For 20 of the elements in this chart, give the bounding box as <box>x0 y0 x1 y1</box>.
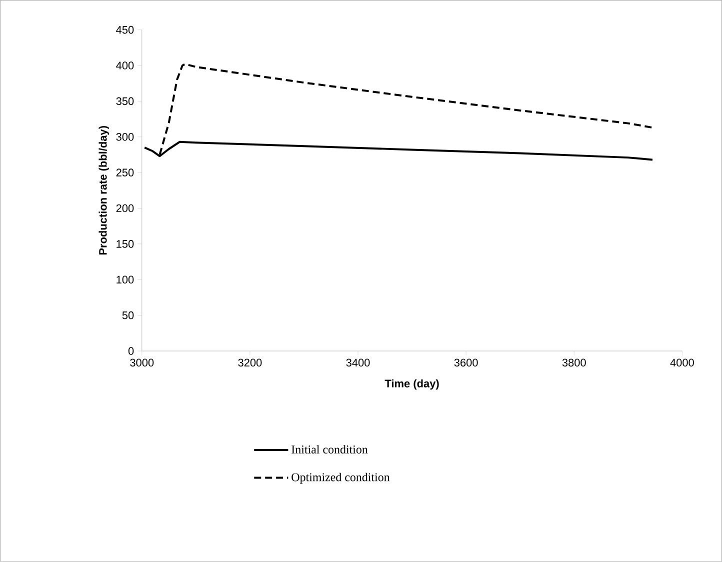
y-tick-label: 300 <box>116 133 134 141</box>
x-tick-label: 3600 <box>454 358 478 367</box>
x-tick-label: 3800 <box>562 358 586 367</box>
y-tick-label: 100 <box>116 276 134 284</box>
y-axis-title: Production rate (bbl/day) <box>98 126 109 255</box>
legend-label: Optimized condition <box>292 472 390 484</box>
x-tick-label: 3200 <box>238 358 262 367</box>
y-tick-label: 50 <box>122 311 134 320</box>
y-tick-label: 0 <box>128 347 134 355</box>
y-tick-label: 450 <box>116 26 134 34</box>
x-axis-title: Time (day) <box>384 379 439 390</box>
x-tick-label: 3000 <box>130 358 154 367</box>
x-tick-label: 3400 <box>346 358 370 367</box>
legend-label: Initial condition <box>292 445 368 454</box>
y-tick-label: 150 <box>116 240 134 248</box>
x-tick-label: 4000 <box>670 358 694 367</box>
y-tick-label: 200 <box>116 204 134 212</box>
y-tick-label: 350 <box>116 97 134 106</box>
y-tick-label: 400 <box>116 62 134 70</box>
y-tick-label: 250 <box>116 168 134 176</box>
